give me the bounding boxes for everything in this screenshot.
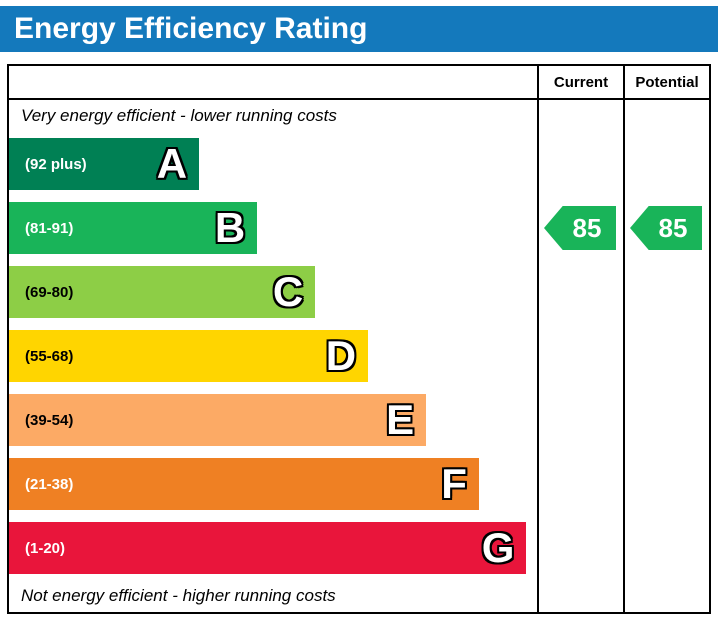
band-a-letter: A [156, 140, 188, 187]
page-title: Energy Efficiency Rating [14, 12, 368, 45]
band-row-g: (1-20) G [9, 516, 537, 580]
header-spacer [9, 66, 537, 100]
band-a-bar: (92 plus) A [9, 138, 200, 190]
band-c-bar: (69-80) C [9, 266, 316, 318]
band-f-range: (21-38) [25, 475, 74, 493]
band-g-bar: (1-20) G [9, 522, 527, 574]
band-d-bar: (55-68) D [9, 330, 369, 382]
band-d-letter: D [325, 332, 357, 379]
potential-column [623, 100, 709, 612]
band-row-c: (69-80) C [9, 260, 537, 324]
current-column-header: Current [537, 66, 623, 100]
current-arrow-shape: 85 [544, 206, 616, 250]
band-f-letter: F [441, 460, 467, 507]
band-row-e: (39-54) E [9, 388, 537, 452]
band-b-bar: (81-91) B [9, 202, 258, 254]
title-bar: Energy Efficiency Rating [0, 6, 718, 52]
potential-arrow-shape: 85 [630, 206, 702, 250]
band-e-bar: (39-54) E [9, 394, 427, 446]
band-g-letter: G [481, 524, 515, 571]
potential-rating-arrow: 85 [623, 196, 709, 260]
band-row-d: (55-68) D [9, 324, 537, 388]
band-e-letter: E [386, 396, 415, 443]
band-row-b: (81-91) B [9, 196, 537, 260]
current-rating-value: 85 [572, 212, 602, 243]
band-g-range: (1-20) [25, 539, 66, 557]
band-d-range: (55-68) [25, 347, 74, 365]
bottom-caption: Not energy efficient - higher running co… [21, 586, 336, 605]
band-c-letter: C [272, 268, 304, 315]
top-caption: Very energy efficient - lower running co… [21, 106, 337, 125]
band-c-range: (69-80) [25, 283, 74, 301]
potential-column-header: Potential [623, 66, 709, 100]
current-rating-arrow: 85 [537, 196, 623, 260]
potential-rating-value: 85 [658, 212, 688, 243]
band-b-range: (81-91) [25, 219, 74, 237]
band-f-bar: (21-38) F [9, 458, 479, 510]
band-a-range: (92 plus) [25, 155, 87, 173]
band-row-f: (21-38) F [9, 452, 537, 516]
energy-rating-chart: Current Potential Very energy efficient … [7, 64, 711, 614]
band-row-a: (92 plus) A [9, 132, 537, 196]
band-e-range: (39-54) [25, 411, 74, 429]
band-b-letter: B [214, 204, 246, 251]
current-column [537, 100, 623, 612]
